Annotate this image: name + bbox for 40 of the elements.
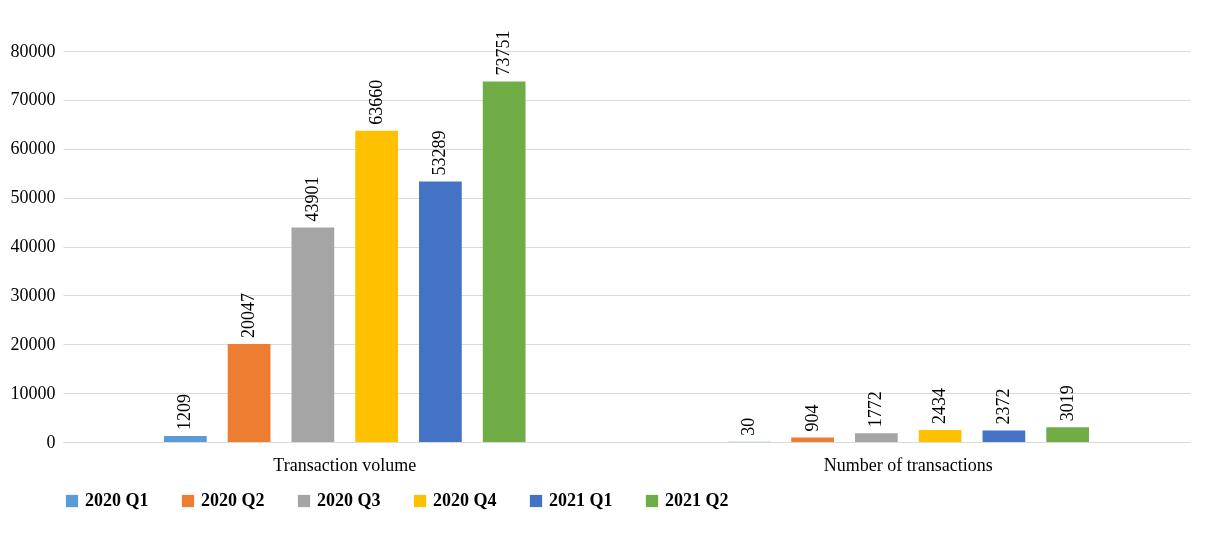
y-tick-label: 50000: [10, 187, 56, 208]
legend-label: 2020 Q3: [317, 490, 381, 510]
data-label: 43901: [301, 176, 322, 222]
data-label: 2372: [992, 388, 1013, 425]
data-label: 53289: [429, 130, 450, 176]
y-tick-label: 80000: [10, 40, 56, 61]
x-tick-label: Transaction volume: [273, 454, 417, 475]
y-tick-label: 0: [46, 431, 56, 452]
legend-label: 2020 Q1: [85, 490, 149, 510]
bar: [791, 437, 834, 442]
bar: [482, 81, 526, 442]
data-label: 20047: [238, 293, 259, 339]
bar: [163, 436, 207, 442]
y-tick-label: 20000: [10, 333, 56, 354]
y-tick-label: 70000: [10, 89, 56, 110]
legend-label: 2020 Q2: [201, 490, 265, 510]
data-label: 30: [737, 417, 758, 436]
data-label: 63660: [365, 79, 386, 125]
data-label: 1772: [865, 391, 886, 428]
bar: [855, 433, 898, 442]
data-label: 73751: [493, 30, 514, 76]
y-tick-label: 40000: [10, 236, 56, 256]
y-tick-label: 60000: [10, 138, 56, 159]
bar: [419, 181, 462, 442]
data-label: 3019: [1056, 385, 1077, 422]
data-label: 2434: [929, 388, 950, 425]
y-tick-label: 10000: [10, 382, 56, 403]
legend-label: 2021 Q2: [665, 490, 729, 510]
bar: [291, 227, 335, 442]
data-label: 1209: [174, 394, 195, 431]
bar: [918, 430, 962, 442]
bar: [355, 130, 398, 442]
x-tick-label: Number of transactions: [823, 454, 993, 475]
legend-label: 2021 Q1: [549, 490, 613, 510]
bar: [1046, 427, 1090, 442]
legend-label: 2020 Q4: [433, 490, 497, 510]
y-tick-label: 30000: [10, 284, 56, 305]
bar: [982, 430, 1026, 442]
data-label: 904: [801, 404, 822, 432]
bar: [227, 344, 271, 442]
